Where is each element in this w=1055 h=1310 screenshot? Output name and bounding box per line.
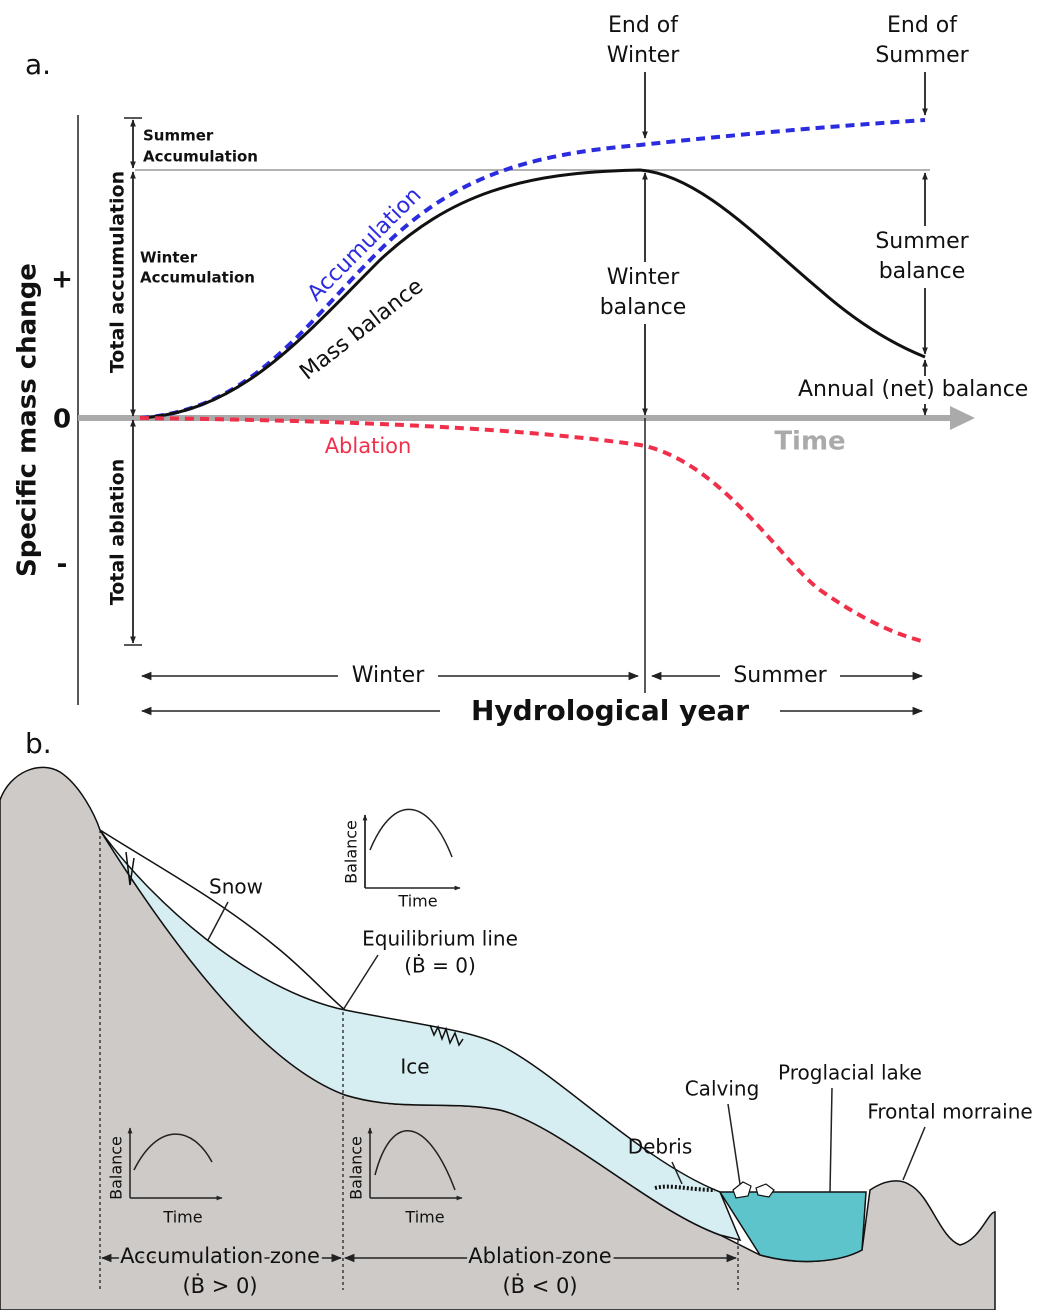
diagram: a. Time Specific mass change + 0 - Summe… xyxy=(0,0,1055,1310)
winter-accumulation-label: Winter xyxy=(140,249,198,267)
sign-zero: 0 xyxy=(53,405,71,435)
leader xyxy=(903,1127,925,1180)
winter-accumulation-label: Accumulation xyxy=(140,269,255,287)
ice-label: Ice xyxy=(400,1055,429,1079)
end-of-summer-label: End of xyxy=(887,13,958,38)
winter-label: Winter xyxy=(352,663,425,688)
summer-balance-label: balance xyxy=(879,259,966,284)
inset-y-label: Balance xyxy=(342,820,361,884)
calving-label: Calving xyxy=(685,1077,760,1101)
annual-balance-label: Annual (net) balance xyxy=(798,377,1028,402)
accumulation-zone-label: (Ḃ > 0) xyxy=(182,1273,257,1298)
leader xyxy=(728,1104,740,1184)
panel-label: a. xyxy=(25,48,51,81)
equilibrium-line-label: (Ḃ = 0) xyxy=(404,954,476,978)
inset-x-label: Time xyxy=(404,1208,444,1227)
summer-accumulation-label: Summer xyxy=(143,127,214,145)
sign-minus: - xyxy=(57,550,68,580)
debris-label: Debris xyxy=(628,1135,693,1159)
time-label: Time xyxy=(774,427,845,457)
sign-plus: + xyxy=(51,265,73,295)
inset-axes xyxy=(365,815,460,888)
panel-label: b. xyxy=(25,727,52,760)
total-accumulation-label: Total accumulation xyxy=(107,171,129,373)
end-of-winter-label: Winter xyxy=(607,43,680,68)
total-ablation-label: Total ablation xyxy=(107,459,129,605)
page: {"panel_a": { "label": "a.", "y_axis_tit… xyxy=(0,0,1055,1310)
accumulation-zone-label: Accumulation zone xyxy=(120,1244,320,1268)
inset-x-label: Time xyxy=(397,892,437,911)
leader xyxy=(343,955,378,1010)
proglacial-lake-label: Proglacial lake xyxy=(778,1061,922,1085)
frontal-moraine-label: Frontal morraine xyxy=(867,1100,1032,1124)
y-axis-title: Specific mass change xyxy=(13,263,43,577)
equilibrium-line-label: Equilibrium line xyxy=(362,927,518,951)
inset-y-label: Balance xyxy=(347,1136,366,1200)
winter-balance-label: Winter xyxy=(607,265,680,290)
time-arrowhead xyxy=(950,406,975,430)
leader xyxy=(830,1088,832,1192)
summer-label: Summer xyxy=(733,663,827,688)
ablation-curve-label: Ablation xyxy=(325,434,412,458)
ablation-zone-label: Ablation zone xyxy=(468,1244,611,1268)
snow-label: Snow xyxy=(209,875,263,899)
ablation-zone-label: (Ḃ < 0) xyxy=(502,1273,577,1298)
summer-balance-label: Summer xyxy=(875,229,969,254)
inset: Balance Time xyxy=(342,809,461,910)
inset-x-label: Time xyxy=(162,1208,202,1227)
end-of-winter-label: End of xyxy=(608,13,679,38)
inset-y-label: Balance xyxy=(107,1136,126,1200)
end-of-summer-label: Summer xyxy=(875,43,969,68)
summer-accumulation-label: Accumulation xyxy=(143,148,258,166)
leader xyxy=(208,902,228,940)
inset-curve xyxy=(370,809,452,857)
hydrological-year-label: Hydrological year xyxy=(471,694,749,727)
winter-balance-label: balance xyxy=(600,295,687,320)
